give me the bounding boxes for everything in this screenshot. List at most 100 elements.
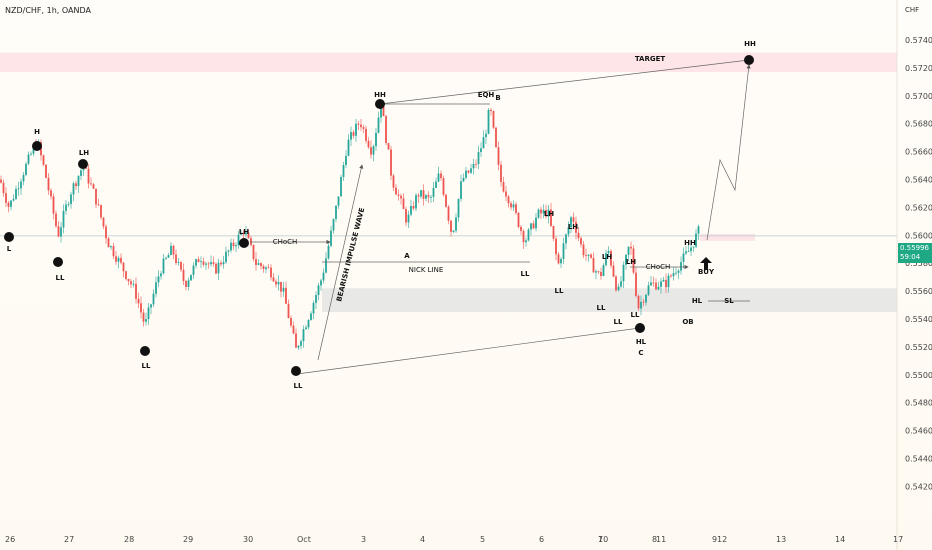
candle-body	[542, 209, 545, 214]
candle-body	[575, 221, 577, 233]
candle-body	[435, 181, 437, 188]
candle-body	[90, 183, 92, 185]
candle-body	[172, 245, 175, 255]
candle-body	[452, 230, 455, 232]
candle-body	[262, 266, 265, 270]
candle-body	[185, 281, 187, 287]
candle-body	[137, 298, 140, 304]
candle-body	[95, 188, 97, 205]
candle-body	[220, 262, 222, 265]
candle-body	[697, 226, 700, 234]
candle-body	[10, 200, 12, 207]
candle-body	[357, 123, 360, 125]
candle-body	[497, 147, 500, 165]
candle-body	[175, 254, 177, 263]
candle-body	[12, 198, 15, 201]
x-tick-label: 29	[183, 535, 193, 544]
trendline-hh-hh	[379, 59, 750, 105]
swing-label: LH	[626, 258, 636, 266]
swing-point-marker	[140, 346, 150, 356]
swing-label: B	[495, 94, 500, 102]
candle-body	[480, 148, 482, 152]
candle-body	[630, 246, 632, 249]
candle-body	[507, 196, 510, 204]
x-tick-label: 9	[712, 535, 717, 544]
candle-body	[572, 217, 575, 222]
candle-body	[272, 277, 275, 282]
swing-label: L	[7, 245, 12, 253]
candle-body	[142, 312, 145, 322]
candle-body	[112, 246, 115, 257]
candle-body	[157, 276, 160, 283]
candle-body	[80, 170, 82, 176]
candle-body	[645, 294, 647, 303]
candle-body	[107, 238, 110, 248]
x-tick-label: 3	[361, 535, 366, 544]
swing-label: HH	[744, 40, 756, 48]
swing-point-marker	[744, 55, 754, 65]
candle-body	[595, 271, 597, 273]
candle-body	[255, 259, 257, 265]
candle-body	[102, 217, 105, 227]
symbol-label: NZD/CHF, 1h, OANDA	[5, 6, 91, 15]
candle-body	[260, 263, 262, 267]
candle-body	[392, 175, 395, 188]
candle-body	[487, 109, 490, 134]
candle-body	[445, 194, 447, 207]
candle-body	[250, 238, 252, 245]
candle-body	[400, 195, 402, 199]
candle-body	[195, 259, 197, 266]
candle-body	[472, 163, 475, 169]
candle-body	[682, 253, 685, 263]
candle-body	[475, 163, 477, 165]
candle-body	[235, 245, 237, 247]
candle-body	[560, 258, 562, 264]
candle-body	[162, 258, 165, 274]
candle-body	[307, 320, 310, 328]
x-tick-label: 5	[480, 535, 485, 544]
candle-body	[382, 106, 385, 117]
candle-body	[592, 257, 595, 273]
candle-body	[375, 132, 377, 147]
candle-body	[360, 124, 362, 128]
candle-body	[532, 223, 535, 229]
candle-body	[410, 205, 412, 215]
candle-body	[57, 226, 60, 237]
swing-label: LH	[79, 149, 89, 157]
candle-body	[467, 170, 470, 173]
candle-body	[692, 246, 695, 248]
candle-body	[460, 181, 462, 199]
candle-body	[230, 242, 232, 251]
x-tick-label: 30	[243, 535, 253, 544]
candle-body	[695, 233, 697, 247]
candle-body	[247, 232, 250, 239]
candle-body	[632, 248, 635, 273]
candle-body	[325, 258, 327, 273]
candle-body	[285, 287, 287, 304]
x-tick-label: 14	[835, 535, 845, 544]
candle-body	[390, 149, 392, 176]
candle-body	[600, 271, 602, 277]
candle-body	[570, 217, 572, 228]
candle-body	[662, 279, 665, 282]
candle-body	[377, 117, 380, 133]
candle-body	[0, 179, 2, 183]
candle-body	[530, 223, 532, 230]
candle-body	[120, 257, 122, 263]
candle-body	[215, 263, 217, 274]
swing-label: HL	[692, 297, 703, 305]
candle-body	[342, 165, 345, 177]
candle-body	[610, 250, 612, 266]
candle-body	[240, 232, 242, 235]
swing-label: LL	[631, 311, 640, 319]
candle-body	[422, 190, 425, 199]
candle-body	[535, 217, 537, 229]
candle-body	[7, 202, 10, 207]
